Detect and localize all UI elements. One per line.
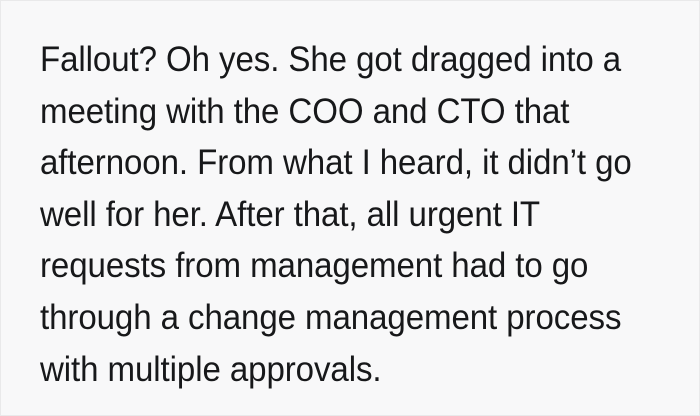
text-line-2: meeting with the COO and CTO that — [40, 91, 570, 131]
text-line-7: with multiple approvals. — [40, 349, 382, 389]
text-line-4: well for her. After that, all urgent IT — [40, 194, 541, 234]
text-line-1: Fallout? Oh yes. She got dragged into a — [40, 40, 622, 79]
text-line-5: requests from management had to go — [40, 246, 589, 286]
text-line-6: through a change management process — [40, 297, 622, 337]
text-line-3: afternoon. From what I heard, it didn’t … — [40, 143, 632, 183]
paragraph-text-block: Fallout? Oh yes. She got dragged into a … — [40, 34, 664, 395]
